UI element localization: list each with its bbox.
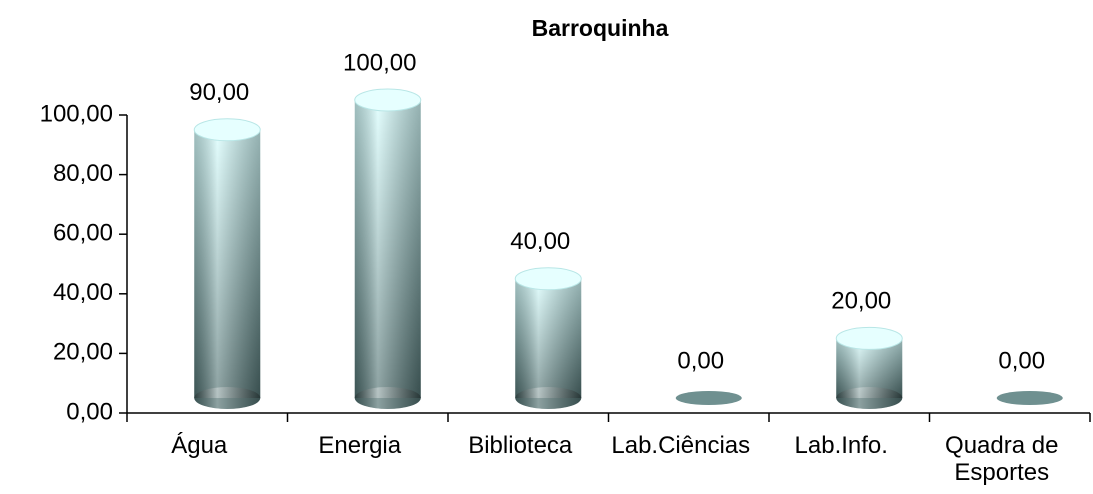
y-tick-label: 80,00 [53,160,113,187]
bar-shade-bottom [354,387,421,409]
x-tick-label: Lab.Ciências [611,432,751,459]
y-tick-label: 20,00 [53,339,113,366]
y-tick-label: 100,00 [40,100,113,127]
y-tick-label: 60,00 [53,220,113,247]
x-tick-label: Biblioteca [468,432,573,459]
value-label: 0,00 [998,347,1045,374]
bar [835,326,903,409]
bar-base [996,391,1063,405]
x-tick-label: Quadra de Esportes [945,432,1059,486]
value-label: 40,00 [510,228,570,255]
value-label: 20,00 [831,288,891,315]
bar-shade [354,100,421,398]
bar [193,118,261,409]
x-tick-label: Energia [318,432,402,459]
bar-shade-bottom [836,387,903,409]
x-tick-label: Lab.Info. [794,432,888,459]
bar-shade [515,278,582,398]
bar [675,391,742,405]
bar [996,391,1063,405]
value-label: 0,00 [677,347,724,374]
chart-title: Barroquinha [532,15,669,41]
y-tick-label: 40,00 [53,279,113,306]
bar-shade [194,129,261,399]
bar-base [675,391,742,405]
value-label: 90,00 [189,79,249,106]
value-label: 100,00 [343,49,416,76]
bar [354,88,422,409]
x-tick-label: Água [171,432,228,459]
bar-top [835,326,903,350]
bar [514,267,582,409]
bar-shade-bottom [515,387,582,409]
bar-top [514,267,582,291]
bar-top [193,118,261,142]
y-tick-label: 0,00 [66,398,113,425]
bar-shade-bottom [194,387,261,409]
bar-top [354,88,422,112]
